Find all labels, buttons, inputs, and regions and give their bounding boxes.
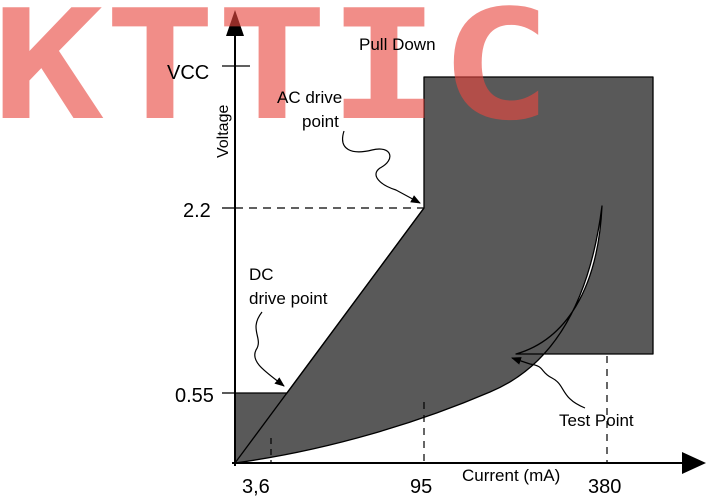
x-axis-label: Current (mA) (462, 466, 560, 485)
load-line (234, 207, 425, 464)
watermark-text: KTTIC (0, 0, 552, 154)
ac-drive-label-line1: AC drive (277, 88, 342, 107)
test-point-leader-arrow (511, 357, 586, 409)
y-tick-label-0-55: 0.55 (175, 385, 214, 407)
dc-drive-label-line1: DC (249, 265, 274, 284)
dc-drive-leader-arrow (254, 311, 285, 387)
vi-region (234, 76, 654, 464)
y-tick-label-vcc: VCC (167, 62, 209, 84)
y-tick-label-2-2: 2.2 (183, 200, 211, 222)
test-point-label: Test Point (559, 411, 634, 430)
ac-drive-leader-arrow (342, 130, 421, 204)
x-tick-label-380: 380 (588, 476, 621, 498)
dc-drive-label-line2: drive point (249, 289, 328, 308)
y-axis-label: Voltage (215, 105, 232, 158)
y-axis-arrow-icon (226, 10, 244, 36)
x-axis-arrow-icon (682, 452, 706, 474)
x-tick-label-95: 95 (410, 476, 432, 498)
x-tick-label-3-6: 3,6 (242, 476, 270, 498)
ac-drive-label-line2: point (302, 112, 339, 131)
diagram-title: Pull Down (359, 35, 436, 54)
